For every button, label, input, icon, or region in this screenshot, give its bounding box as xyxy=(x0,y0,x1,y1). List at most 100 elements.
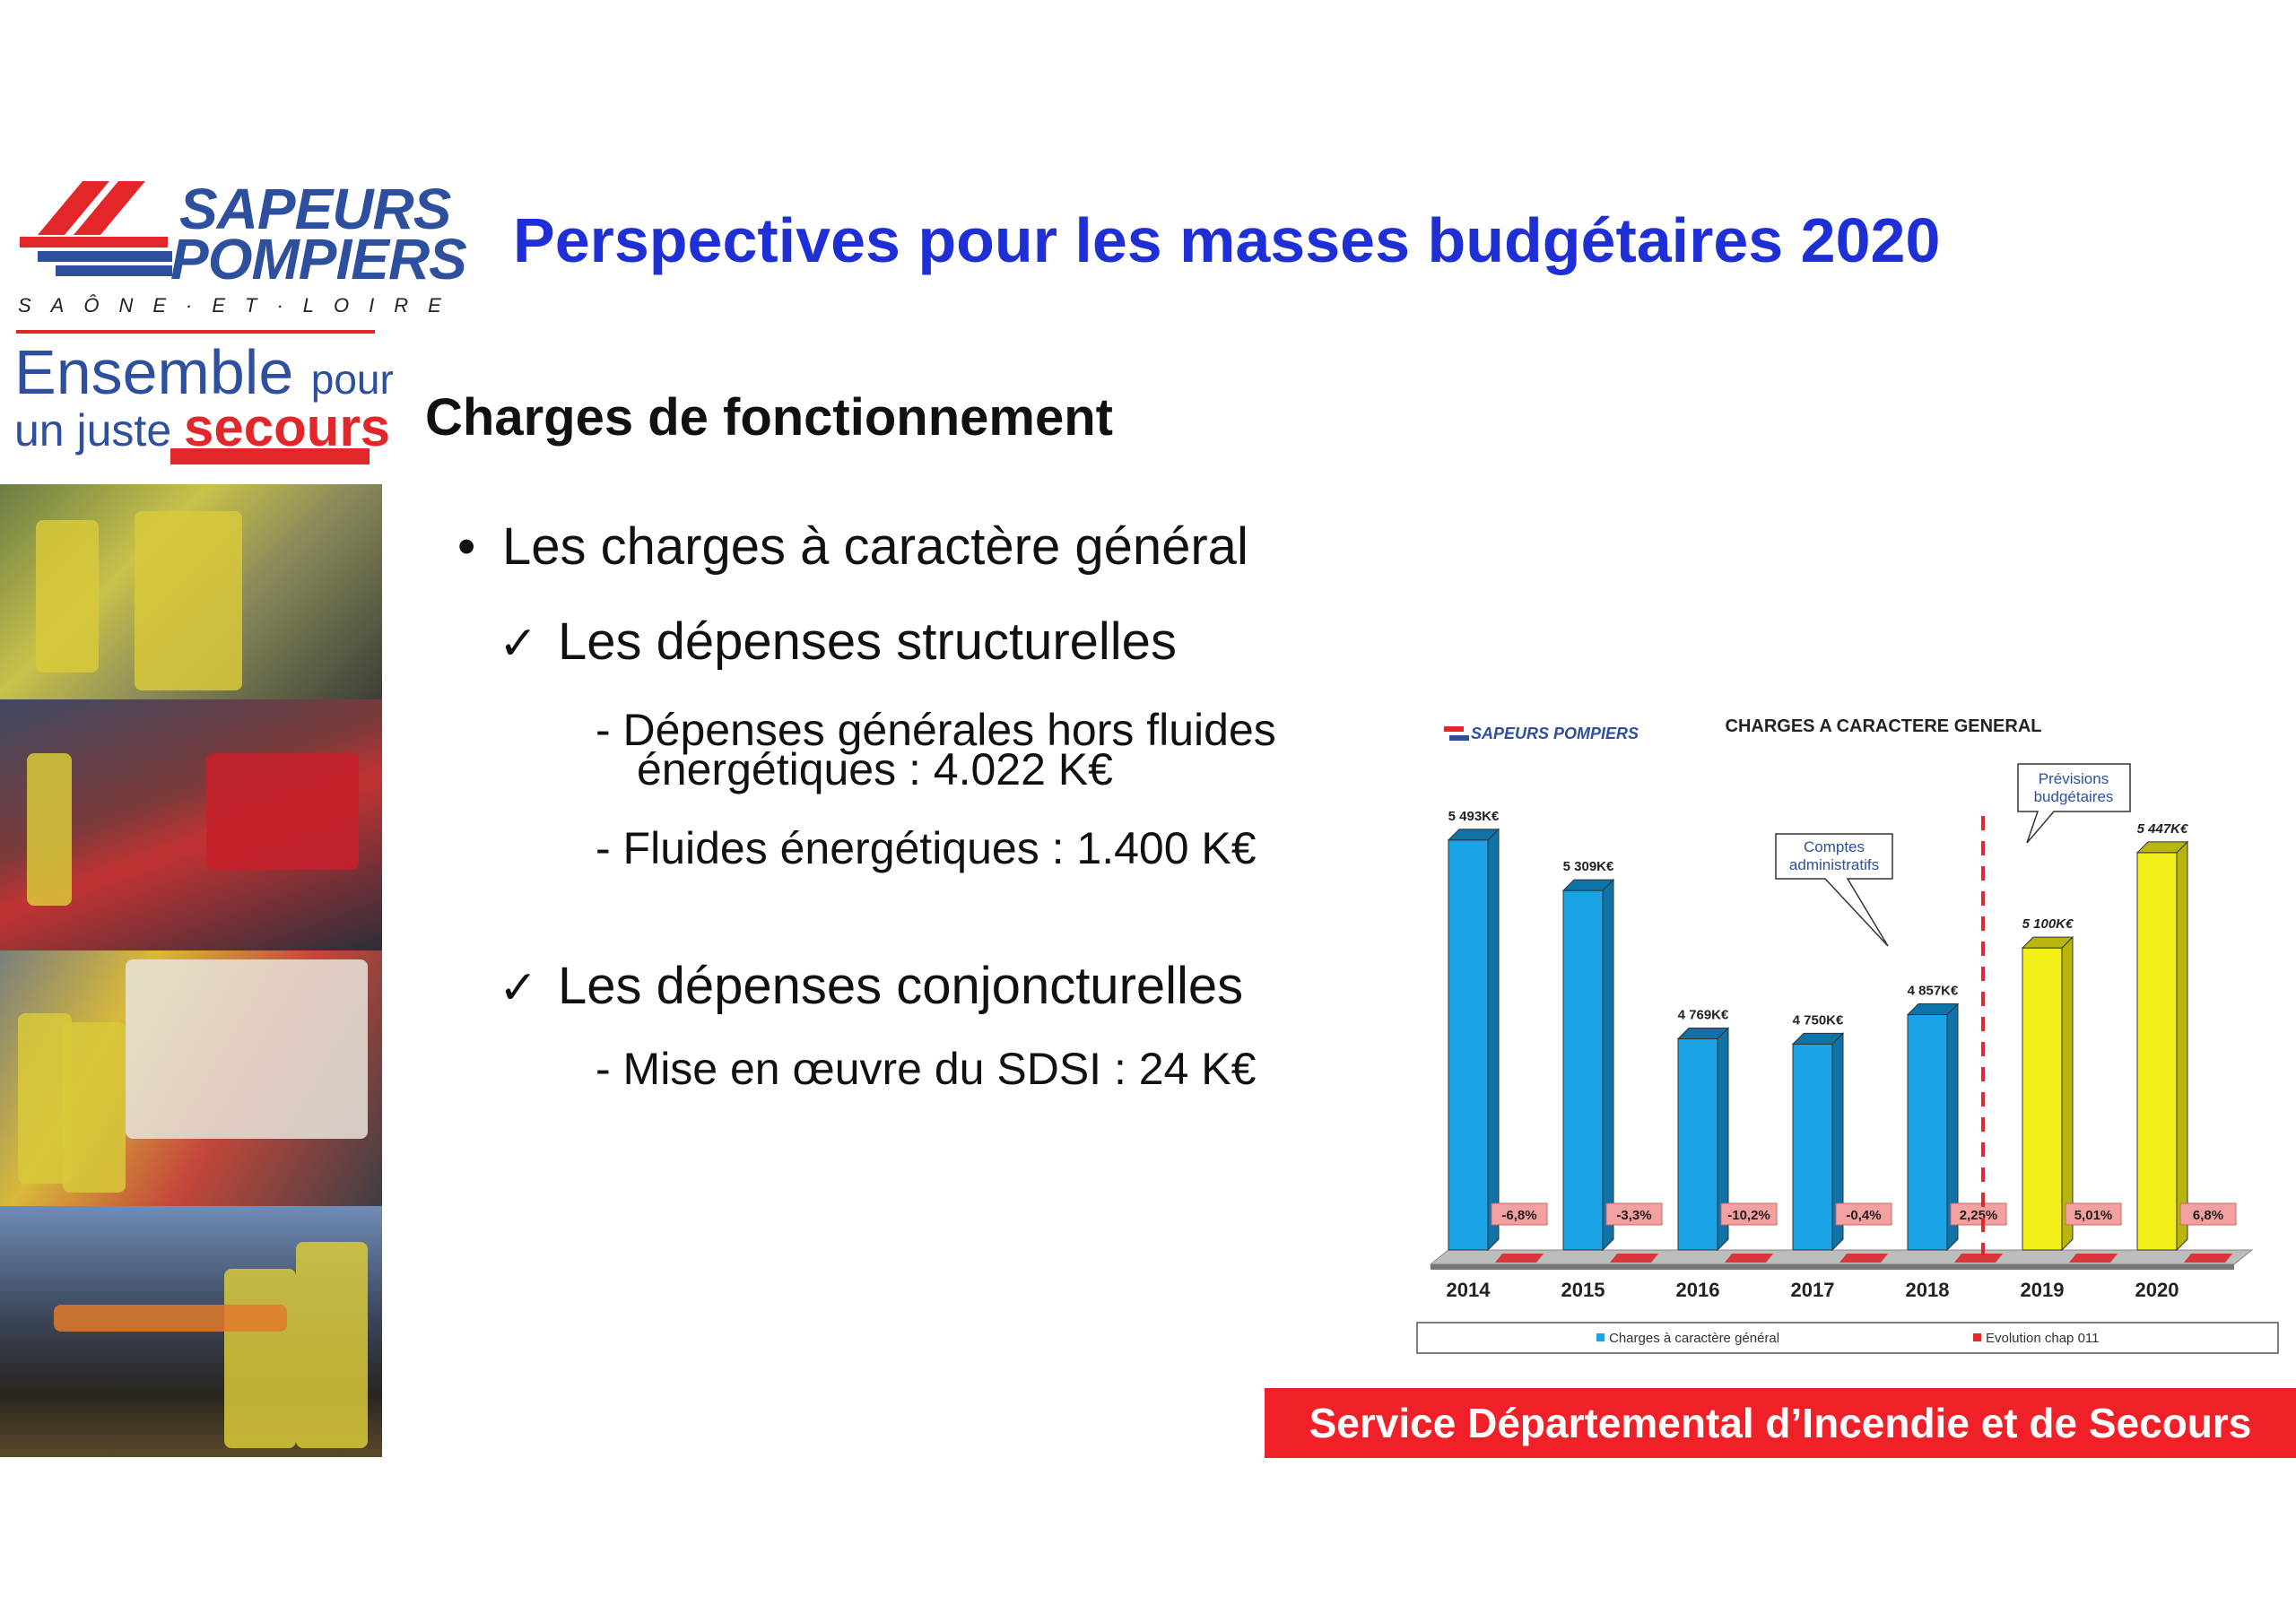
chart-svg: CHARGES A CARACTERE GENERAL SAPEURS POMPI… xyxy=(1416,716,2279,1354)
item-depenses-generales: - Dépenses générales hors fluides xyxy=(596,705,1276,755)
chart-title: CHARGES A CARACTERE GENERAL xyxy=(1726,716,2042,736)
evolution-floor-2015 xyxy=(1610,1254,1658,1263)
evolution-tag-2015 xyxy=(1605,1202,1663,1226)
checkmark-icon: ✓ xyxy=(499,617,538,671)
sidebar: SAPEURS POMPIERS SAÔNE·ET·LOIRE Ensemble… xyxy=(0,170,467,475)
callout-previsions xyxy=(2017,763,2131,844)
legend-swatch-charges xyxy=(1596,1333,1605,1341)
section-subtitle: Charges de fonctionnement xyxy=(425,388,1113,447)
x-tick-2016: 2016 xyxy=(1676,1279,1720,1301)
logo-line1: SAPEURS xyxy=(179,177,451,241)
chart-logo-stripe-red xyxy=(1444,726,1464,732)
evolution-tag-2017 xyxy=(1835,1202,1892,1226)
item-fluides: - Fluides énergétiques : 1.400 K€ xyxy=(596,823,1257,873)
page-title: Perspectives pour les masses budgétaires… xyxy=(513,205,1941,275)
bar-top-2018 xyxy=(1906,1003,1960,1016)
callout-previsions-line1: Prévisions xyxy=(2039,770,2109,787)
bar-value-label-2020: 5 447K€ xyxy=(2137,821,2188,837)
bar-value-label-2014: 5 493K€ xyxy=(1448,809,1500,824)
slogan-ensemble: Ensemble xyxy=(14,337,294,407)
bar-top-2016 xyxy=(1676,1027,1730,1039)
x-tick-2018: 2018 xyxy=(1906,1279,1950,1301)
x-tick-2017: 2017 xyxy=(1791,1279,1835,1301)
legend-swatch-evolution xyxy=(1973,1333,1981,1341)
bullet-charges-generales: • Les charges à caractère général xyxy=(457,516,1248,577)
photo-fire-truck xyxy=(0,699,382,950)
bar-side-2014 xyxy=(1487,828,1500,1252)
bar-2018 xyxy=(1907,1014,1948,1251)
flag-stripes-icon xyxy=(20,181,172,276)
callout-comptes-line2: administratifs xyxy=(1789,856,1879,873)
check-conjoncturelles: ✓ Les dépenses conjoncturelles xyxy=(499,956,1243,1016)
evolution-floor-2020 xyxy=(2184,1254,2232,1263)
logo-region: SAÔNE·ET·LOIRE xyxy=(18,294,461,317)
logo-slogan-line1: Ensemble pour xyxy=(14,336,394,408)
x-tick-2019: 2019 xyxy=(2021,1279,2065,1301)
evolution-label-2018: 2,25% xyxy=(1960,1208,1998,1223)
bar-top-2017 xyxy=(1791,1032,1845,1045)
callout-comptes xyxy=(1775,833,1893,947)
evolution-label-2015: -3,3% xyxy=(1616,1208,1651,1223)
slogan-pour: pour xyxy=(310,356,394,403)
charges-chart: CHARGES A CARACTERE GENERAL SAPEURS POMPI… xyxy=(1399,699,2296,1363)
bar-value-label-2017: 4 750K€ xyxy=(1793,1012,1844,1028)
bar-side-2015 xyxy=(1602,878,1614,1252)
logo-slogan-line2: un juste secours xyxy=(14,396,390,458)
chart-floor-edge xyxy=(1431,1264,2234,1270)
bar-top-2015 xyxy=(1561,879,1615,891)
bar-value-label-2019: 5 100K€ xyxy=(2022,916,2074,932)
photo-ambulance xyxy=(0,950,382,1206)
bar-2016 xyxy=(1677,1037,1718,1251)
bar-2014 xyxy=(1448,839,1489,1251)
check-label: Les dépenses structurelles xyxy=(558,612,1177,671)
evolution-label-2014: -6,8% xyxy=(1501,1208,1536,1223)
evolution-label-2019: 5,01% xyxy=(2074,1208,2113,1223)
evolution-tag-2016 xyxy=(1720,1202,1778,1226)
bar-2015 xyxy=(1562,890,1604,1251)
evolution-floor-2018 xyxy=(1954,1254,2003,1263)
bullet-label: Les charges à caractère général xyxy=(502,517,1248,576)
evolution-label-2016: -10,2% xyxy=(1727,1208,1770,1223)
callout-comptes-line1: Comptes xyxy=(1804,838,1865,855)
logo-divider xyxy=(16,330,375,334)
check-label: Les dépenses conjoncturelles xyxy=(558,957,1244,1015)
evolution-tag-2019 xyxy=(2065,1202,2122,1226)
bar-value-label-2018: 4 857K€ xyxy=(1908,984,1959,999)
photo-wildfire xyxy=(0,1206,382,1457)
slogan-secours: secours xyxy=(184,397,391,457)
bar-value-label-2015: 5 309K€ xyxy=(1563,859,1614,874)
bar-top-2020 xyxy=(2135,841,2189,854)
footer-banner: Service Départemental d’Incendie et de S… xyxy=(1265,1388,2296,1458)
sdis-logo: SAPEURS POMPIERS SAÔNE·ET·LOIRE Ensemble… xyxy=(0,170,467,475)
bar-2019 xyxy=(2022,947,2063,1251)
footer-text: Service Départemental d’Incendie et de S… xyxy=(1309,1400,2252,1446)
x-tick-2014: 2014 xyxy=(1447,1279,1492,1301)
logo-red-bar xyxy=(170,448,370,464)
bullet-icon: • xyxy=(457,517,476,576)
evolution-tag-2018 xyxy=(1950,1202,2007,1226)
logo-line2: POMPIERS xyxy=(170,227,467,291)
chart-logo-text: SAPEURS POMPIERS xyxy=(1471,725,1639,742)
item-sdsi: - Mise en œuvre du SDSI : 24 K€ xyxy=(596,1044,1257,1094)
evolution-floor-2016 xyxy=(1725,1254,1773,1263)
slogan-un-juste: un juste xyxy=(14,405,172,456)
chart-logo-stripe-blue xyxy=(1449,735,1469,741)
check-structurelles: ✓ Les dépenses structurelles xyxy=(499,612,1177,672)
evolution-floor-2019 xyxy=(2069,1254,2118,1263)
checkmark-icon: ✓ xyxy=(499,961,538,1015)
legend-label-evolution: Evolution chap 011 xyxy=(1986,1331,2099,1346)
chart-legend xyxy=(1416,1322,2279,1354)
photo-rescue-team xyxy=(0,484,382,699)
bar-top-2014 xyxy=(1447,829,1500,841)
evolution-tag-2014 xyxy=(1491,1202,1548,1226)
bar-2017 xyxy=(1792,1043,1833,1251)
evolution-label-2020: 6,8% xyxy=(2193,1208,2223,1223)
bar-top-2019 xyxy=(2021,936,2074,949)
item-depenses-generales-cont: énergétiques : 4.022 K€ xyxy=(637,744,1113,794)
evolution-tag-2020 xyxy=(2179,1202,2237,1226)
bar-value-label-2016: 4 769K€ xyxy=(1678,1007,1729,1022)
bar-2020 xyxy=(2136,852,2178,1251)
evolution-floor-2017 xyxy=(1839,1254,1888,1263)
evolution-floor-2014 xyxy=(1495,1254,1544,1263)
x-tick-2020: 2020 xyxy=(2135,1279,2179,1301)
